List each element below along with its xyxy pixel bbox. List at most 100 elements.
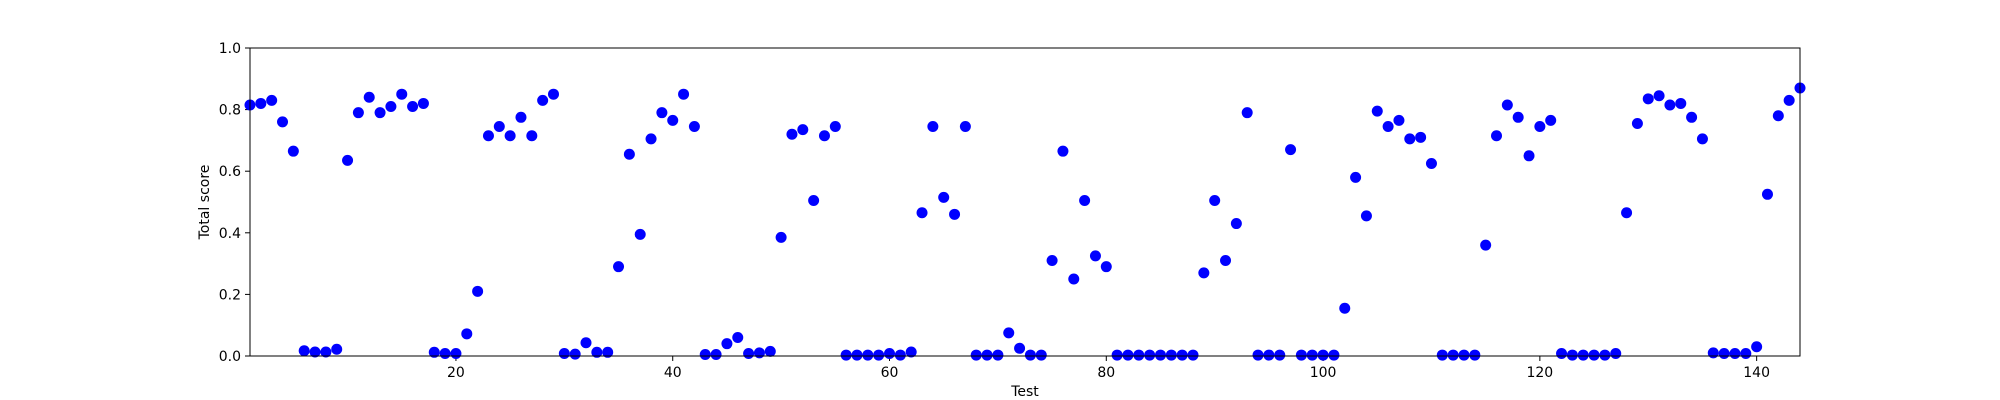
data-point bbox=[396, 88, 408, 100]
data-point bbox=[1556, 348, 1568, 360]
data-point bbox=[1783, 94, 1795, 106]
data-point bbox=[938, 191, 950, 203]
data-point bbox=[1285, 144, 1297, 156]
x-tick-label: 20 bbox=[447, 365, 465, 381]
data-point bbox=[1577, 349, 1589, 361]
x-axis-ticks: 20 40 60 80 100 120 140 bbox=[447, 356, 1770, 381]
data-point bbox=[818, 130, 830, 142]
data-point bbox=[797, 124, 809, 136]
data-point bbox=[1415, 131, 1427, 143]
data-point bbox=[1187, 349, 1199, 361]
x-tick-label: 60 bbox=[881, 365, 899, 381]
data-point bbox=[602, 346, 614, 358]
data-point bbox=[537, 94, 549, 106]
data-point bbox=[981, 349, 993, 361]
data-point bbox=[667, 114, 679, 126]
data-point bbox=[1707, 347, 1719, 359]
data-point bbox=[255, 97, 267, 109]
data-point bbox=[645, 133, 657, 145]
data-point bbox=[623, 148, 635, 160]
data-point bbox=[1772, 110, 1784, 122]
data-point bbox=[916, 207, 928, 219]
data-point bbox=[1696, 133, 1708, 145]
data-point bbox=[266, 94, 278, 106]
data-point bbox=[504, 130, 516, 142]
data-point bbox=[1046, 255, 1058, 267]
data-point bbox=[1089, 250, 1101, 262]
data-point bbox=[656, 107, 668, 119]
data-point bbox=[417, 97, 429, 109]
data-point bbox=[526, 130, 538, 142]
data-point bbox=[1198, 267, 1210, 279]
data-point bbox=[558, 348, 570, 360]
data-point bbox=[1122, 349, 1134, 361]
data-point bbox=[1328, 349, 1340, 361]
data-point bbox=[1014, 342, 1026, 354]
data-point bbox=[547, 88, 559, 100]
data-point bbox=[1761, 188, 1773, 200]
data-point bbox=[1024, 349, 1036, 361]
data-point bbox=[1003, 327, 1015, 339]
data-point bbox=[1436, 349, 1448, 361]
data-point bbox=[461, 328, 473, 340]
data-point bbox=[439, 348, 451, 360]
data-point bbox=[927, 121, 939, 133]
data-point bbox=[1035, 349, 1047, 361]
data-point bbox=[1491, 130, 1503, 142]
data-point bbox=[1144, 349, 1156, 361]
y-tick-label: 1.0 bbox=[219, 41, 241, 57]
data-point bbox=[743, 348, 755, 360]
data-point bbox=[721, 338, 733, 350]
data-point bbox=[591, 346, 603, 358]
data-point bbox=[1057, 145, 1069, 157]
data-point bbox=[634, 228, 646, 240]
data-point bbox=[905, 346, 917, 358]
data-point bbox=[331, 343, 343, 355]
data-point bbox=[829, 121, 841, 133]
data-point bbox=[342, 154, 354, 166]
data-point bbox=[352, 107, 364, 119]
data-point bbox=[1621, 207, 1633, 219]
data-point bbox=[450, 348, 462, 360]
data-point bbox=[764, 345, 776, 357]
data-point bbox=[808, 194, 820, 206]
x-tick-label: 40 bbox=[664, 365, 682, 381]
data-point bbox=[1480, 239, 1492, 251]
data-point bbox=[678, 88, 690, 100]
data-point bbox=[1447, 349, 1459, 361]
data-point bbox=[710, 348, 722, 360]
data-point bbox=[428, 346, 440, 358]
y-axis-label: Total score bbox=[197, 165, 213, 241]
data-point bbox=[688, 121, 700, 133]
data-point bbox=[1523, 150, 1535, 162]
data-point bbox=[1111, 349, 1123, 361]
data-point bbox=[894, 349, 906, 361]
data-point bbox=[515, 111, 527, 123]
data-point bbox=[1371, 105, 1383, 117]
data-point bbox=[1653, 90, 1665, 102]
data-point bbox=[569, 348, 581, 360]
data-point bbox=[1274, 349, 1286, 361]
plot-area bbox=[250, 48, 1800, 356]
data-point bbox=[613, 261, 625, 273]
data-point bbox=[884, 348, 896, 360]
axes-frame bbox=[249, 47, 1801, 357]
data-point bbox=[1176, 349, 1188, 361]
data-point bbox=[1675, 97, 1687, 109]
data-point bbox=[1317, 349, 1329, 361]
data-point bbox=[1360, 210, 1372, 222]
data-point bbox=[1729, 348, 1741, 360]
data-point bbox=[1068, 273, 1080, 285]
data-point bbox=[1599, 349, 1611, 361]
data-point bbox=[1686, 111, 1698, 123]
data-point bbox=[1501, 99, 1513, 111]
data-point bbox=[1610, 348, 1622, 360]
data-point bbox=[482, 130, 494, 142]
data-point bbox=[970, 349, 982, 361]
x-tick-label: 120 bbox=[1526, 365, 1553, 381]
x-tick-label: 80 bbox=[1097, 365, 1115, 381]
data-point bbox=[1588, 349, 1600, 361]
data-point bbox=[862, 349, 874, 361]
y-tick-label: 0.0 bbox=[219, 349, 241, 365]
